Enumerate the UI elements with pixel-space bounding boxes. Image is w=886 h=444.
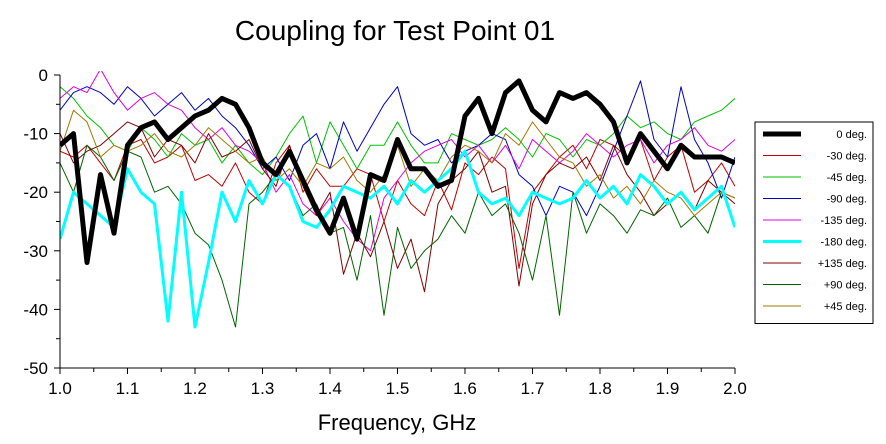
y-tick-label: -20 bbox=[23, 183, 48, 202]
y-tick-label: -30 bbox=[23, 242, 48, 261]
plot-area bbox=[60, 71, 735, 329]
series-line-5 bbox=[60, 149, 735, 329]
axes: 1.0 1.1 1.2 1.3 1.4 1.5 1.6 1.7 1.8 1.9 2.0 0 -10 -20… bbox=[23, 66, 746, 398]
series-line-8 bbox=[60, 109, 735, 217]
series-line-0 bbox=[60, 78, 735, 265]
x-tick-label: 1.3 bbox=[251, 379, 275, 398]
series-line-7 bbox=[60, 144, 735, 328]
y-tick-label: -40 bbox=[23, 300, 48, 319]
legend-label: -30 deg. bbox=[827, 151, 867, 163]
x-tick-label: 1.1 bbox=[116, 379, 140, 398]
chart-title: Coupling for Test Point 01 bbox=[235, 15, 555, 46]
legend-label: 0 deg. bbox=[836, 129, 867, 141]
x-tick-label: 2.0 bbox=[723, 379, 747, 398]
x-tick-label: 1.7 bbox=[521, 379, 545, 398]
legend: 0 deg. -30 deg. -45 deg. -90 deg. -135 deg. -… bbox=[754, 121, 874, 324]
x-tick-label: 1.4 bbox=[318, 379, 342, 398]
x-axis-label: Frequency, GHz bbox=[318, 410, 477, 435]
legend-label: -45 deg. bbox=[827, 172, 867, 184]
legend-label: -90 deg. bbox=[827, 194, 867, 206]
x-tick-label: 1.9 bbox=[656, 379, 680, 398]
series-line-3 bbox=[60, 80, 735, 217]
legend-label: +90 deg. bbox=[824, 280, 867, 292]
legend-label: -180 deg. bbox=[821, 237, 867, 249]
x-tick-label: 1.5 bbox=[386, 379, 410, 398]
x-tick-label: 1.0 bbox=[48, 379, 72, 398]
series-line-6 bbox=[60, 121, 735, 293]
x-tick-label: 1.2 bbox=[183, 379, 207, 398]
y-tick-label: -50 bbox=[23, 359, 48, 378]
y-tick-label: 0 bbox=[39, 66, 48, 85]
y-tick-label: -10 bbox=[23, 125, 48, 144]
legend-label: +135 deg. bbox=[818, 258, 867, 270]
legend-label: +45 deg. bbox=[824, 301, 867, 313]
series-line-2 bbox=[60, 86, 735, 176]
legend-label: -135 deg. bbox=[821, 215, 867, 227]
x-tick-label: 1.8 bbox=[588, 379, 612, 398]
x-tick-label: 1.6 bbox=[453, 379, 477, 398]
